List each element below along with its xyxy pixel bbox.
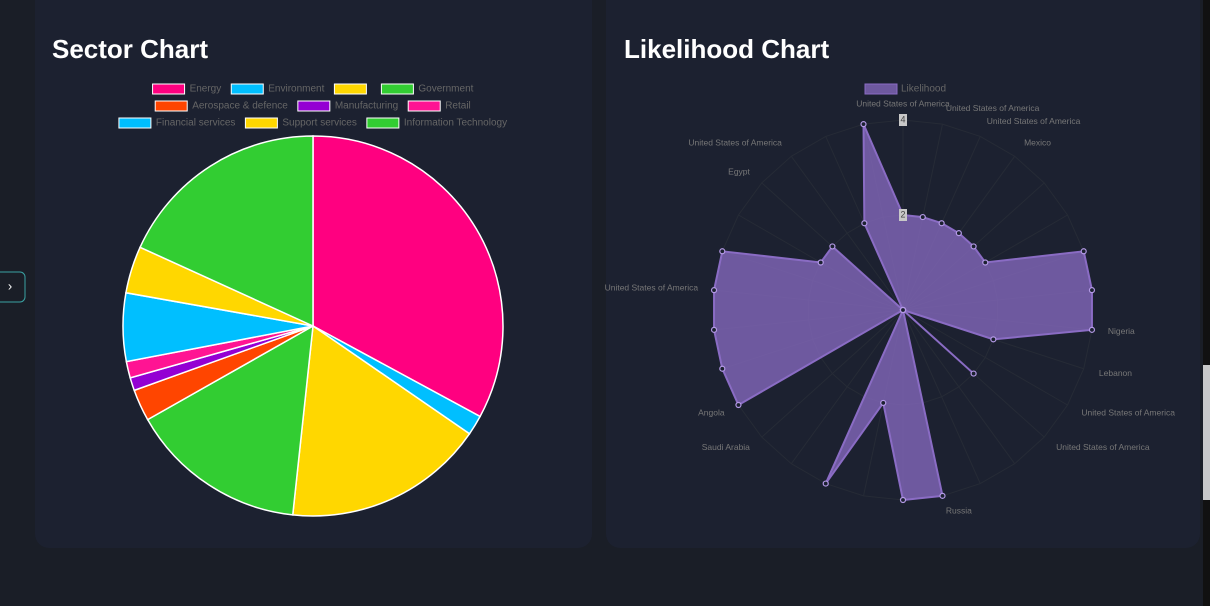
- point-label: Saudi Arabia: [702, 442, 750, 452]
- legend-label: Financial services: [156, 118, 235, 129]
- point-label: United States of America: [1056, 442, 1150, 452]
- legend-label: Support services: [282, 118, 356, 129]
- legend-swatch: [333, 83, 367, 95]
- radar-point: [1080, 248, 1087, 255]
- radar-point: [919, 213, 926, 221]
- radar-point: [860, 121, 867, 128]
- legend-label: Energy: [190, 84, 222, 95]
- toggle-icon[interactable]: ›: [8, 278, 12, 293]
- point-label: Lebanon: [1099, 368, 1132, 378]
- scrollbar-track: [1203, 0, 1210, 606]
- legend-swatch: [297, 100, 331, 112]
- radar-point: [817, 259, 824, 266]
- sidebar-toggle[interactable]: ›: [0, 271, 26, 303]
- point-label: Egypt: [728, 166, 750, 176]
- radar-point: [822, 480, 829, 487]
- radar-point: [719, 365, 726, 372]
- legend-label: Manufacturing: [335, 101, 398, 112]
- legend-swatch: [244, 117, 278, 129]
- point-label: Angola: [698, 407, 725, 417]
- legend-swatch: [380, 83, 414, 95]
- legend-label: Government: [418, 84, 473, 95]
- legend-swatch: [407, 100, 441, 112]
- point-label: United States of America: [946, 103, 1040, 113]
- point-label: United States of America: [688, 138, 782, 148]
- radar-point: [982, 259, 989, 266]
- radar-point: [710, 287, 718, 294]
- point-label: Nigeria: [1108, 326, 1135, 336]
- legend-swatch: [154, 100, 188, 112]
- legend-label: Aerospace & defence: [192, 101, 288, 112]
- legend-swatch: [152, 83, 186, 95]
- legend-swatch: [118, 117, 152, 129]
- legend-swatch: [366, 117, 400, 129]
- legend-label: Information Technology: [404, 118, 507, 129]
- radar-point: [899, 496, 907, 504]
- radar-point: [938, 220, 945, 227]
- point-label: Mexico: [1024, 138, 1051, 148]
- tick-backdrop: [899, 114, 907, 126]
- legend-label: Likelihood: [901, 84, 946, 95]
- radar-point: [955, 230, 962, 237]
- radar-point: [990, 336, 997, 343]
- scrollbar-thumb[interactable]: [1203, 365, 1210, 500]
- point-label: United States of America: [1081, 407, 1175, 417]
- radar-point: [829, 243, 836, 250]
- pie-slice: [146, 324, 314, 516]
- pie-slice: [291, 324, 471, 517]
- point-label: United States of America: [987, 116, 1081, 126]
- chart-title: Likelihood Chart: [624, 34, 829, 64]
- legend-label: Retail: [445, 101, 471, 112]
- r-tick-label: 4: [900, 114, 905, 124]
- point-label: United States of America: [856, 98, 950, 108]
- radar-point: [970, 243, 977, 250]
- radar-point: [970, 370, 977, 377]
- legend-label: Environment: [268, 84, 324, 95]
- radar-point: [1088, 326, 1096, 333]
- tick-backdrop: [899, 209, 907, 221]
- pie-slice: [312, 135, 504, 418]
- legend-swatch: [230, 83, 264, 95]
- radar-point: [735, 401, 742, 409]
- point-label: United States of America: [605, 283, 699, 293]
- radar-point: [861, 220, 868, 227]
- radar-point: [939, 492, 946, 499]
- radar-point: [880, 399, 887, 407]
- chart-title: Sector Chart: [52, 34, 208, 64]
- legend-swatch: [864, 83, 898, 95]
- pie-slice: [139, 135, 314, 328]
- radar-point: [719, 248, 726, 255]
- radar-point: [1088, 287, 1096, 294]
- radar-point: [899, 306, 907, 314]
- r-tick-label: 2: [900, 209, 905, 219]
- point-label: Russia: [946, 506, 972, 516]
- toggle-button[interactable]: [0, 271, 26, 303]
- radar-point: [710, 326, 718, 333]
